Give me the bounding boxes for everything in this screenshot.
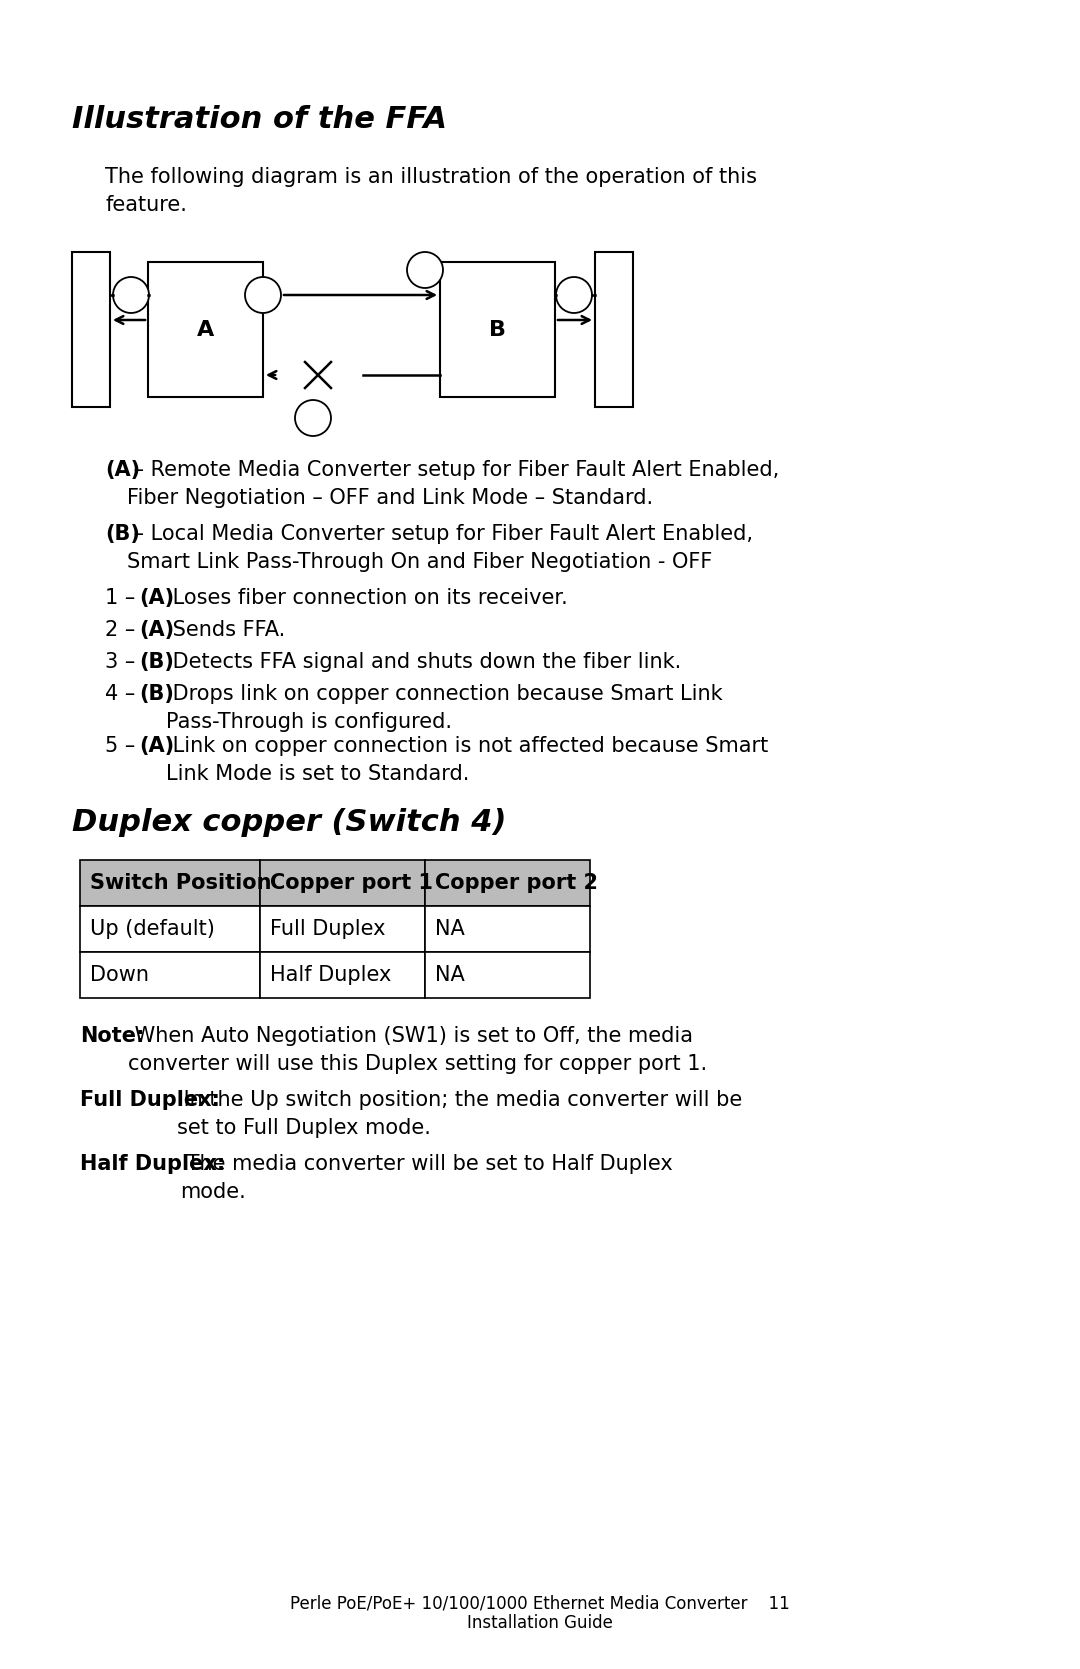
Text: A: A (197, 319, 214, 339)
Text: (A): (A) (139, 736, 174, 756)
Text: Half Duplex: Half Duplex (270, 965, 391, 985)
Bar (72, 252, 110, 407)
Bar (426, 951, 590, 998)
Text: NA: NA (435, 965, 464, 985)
Text: Drops link on copper connection because Smart Link
Pass-Through is configured.: Drops link on copper connection because … (166, 684, 723, 733)
Text: Up (default): Up (default) (90, 920, 215, 940)
Bar (440, 262, 555, 397)
Text: Perle PoE/PoE+ 10/100/1000 Ethernet Media Converter    11: Perle PoE/PoE+ 10/100/1000 Ethernet Medi… (291, 1594, 789, 1612)
Text: 5: 5 (126, 289, 135, 302)
Text: 5 –: 5 – (105, 736, 141, 756)
Text: NA: NA (435, 920, 464, 940)
Text: – Local Media Converter setup for Fiber Fault Alert Enabled,
Smart Link Pass-Thr: – Local Media Converter setup for Fiber … (127, 524, 753, 572)
Circle shape (113, 277, 149, 314)
Text: Switch Position: Switch Position (90, 873, 271, 893)
Bar (80, 860, 260, 906)
Text: (A): (A) (139, 587, 174, 608)
Bar (595, 252, 633, 407)
Text: Copper port 1: Copper port 1 (270, 873, 433, 893)
Text: 4: 4 (569, 289, 579, 302)
Text: (B): (B) (139, 684, 174, 704)
Text: 3 –: 3 – (105, 653, 141, 673)
Text: When Auto Negotiation (SW1) is set to Off, the media
converter will use this Dup: When Auto Negotiation (SW1) is set to Of… (129, 1026, 707, 1073)
Text: Down: Down (90, 965, 149, 985)
Text: 1: 1 (309, 411, 318, 426)
Text: 1 –: 1 – (105, 587, 141, 608)
Bar (260, 860, 426, 906)
Text: The following diagram is an illustration of the operation of this
feature.: The following diagram is an illustration… (105, 167, 757, 215)
Text: (A): (A) (105, 461, 140, 481)
Text: Full Duplex:: Full Duplex: (80, 1090, 220, 1110)
Text: Half Duplex:: Half Duplex: (80, 1153, 226, 1173)
Text: 4 –: 4 – (105, 684, 141, 704)
Text: 2 –: 2 – (105, 619, 141, 639)
Text: Installation Guide: Installation Guide (467, 1614, 613, 1632)
Text: Note:: Note: (80, 1026, 145, 1046)
Circle shape (556, 277, 592, 314)
Text: In the Up switch position; the media converter will be
set to Full Duplex mode.: In the Up switch position; the media con… (177, 1090, 742, 1138)
Bar (260, 906, 426, 951)
Text: – Remote Media Converter setup for Fiber Fault Alert Enabled,
Fiber Negotiation : – Remote Media Converter setup for Fiber… (127, 461, 780, 507)
Bar (80, 906, 260, 951)
Text: Loses fiber connection on its receiver.: Loses fiber connection on its receiver. (166, 587, 568, 608)
Bar (260, 951, 426, 998)
Text: Full Duplex: Full Duplex (270, 920, 386, 940)
Bar (80, 951, 260, 998)
Text: (B): (B) (105, 524, 140, 544)
Text: Illustration of the FFA: Illustration of the FFA (72, 105, 447, 134)
Text: Copper port 2: Copper port 2 (435, 873, 598, 893)
Text: 3: 3 (420, 264, 430, 277)
Text: B: B (489, 319, 507, 339)
Circle shape (295, 401, 330, 436)
Bar (148, 262, 264, 397)
Bar (426, 906, 590, 951)
Text: (B): (B) (139, 653, 174, 673)
Text: Duplex copper (Switch 4): Duplex copper (Switch 4) (72, 808, 507, 836)
Text: Detects FFA signal and shuts down the fiber link.: Detects FFA signal and shuts down the fi… (166, 653, 681, 673)
Circle shape (245, 277, 281, 314)
Text: Sends FFA.: Sends FFA. (166, 619, 285, 639)
Bar (426, 860, 590, 906)
Text: The media converter will be set to Half Duplex
mode.: The media converter will be set to Half … (180, 1153, 673, 1202)
Text: Link on copper connection is not affected because Smart
Link Mode is set to Stan: Link on copper connection is not affecte… (166, 736, 768, 784)
Circle shape (407, 252, 443, 289)
Text: (A): (A) (139, 619, 174, 639)
Text: 2: 2 (258, 289, 268, 302)
